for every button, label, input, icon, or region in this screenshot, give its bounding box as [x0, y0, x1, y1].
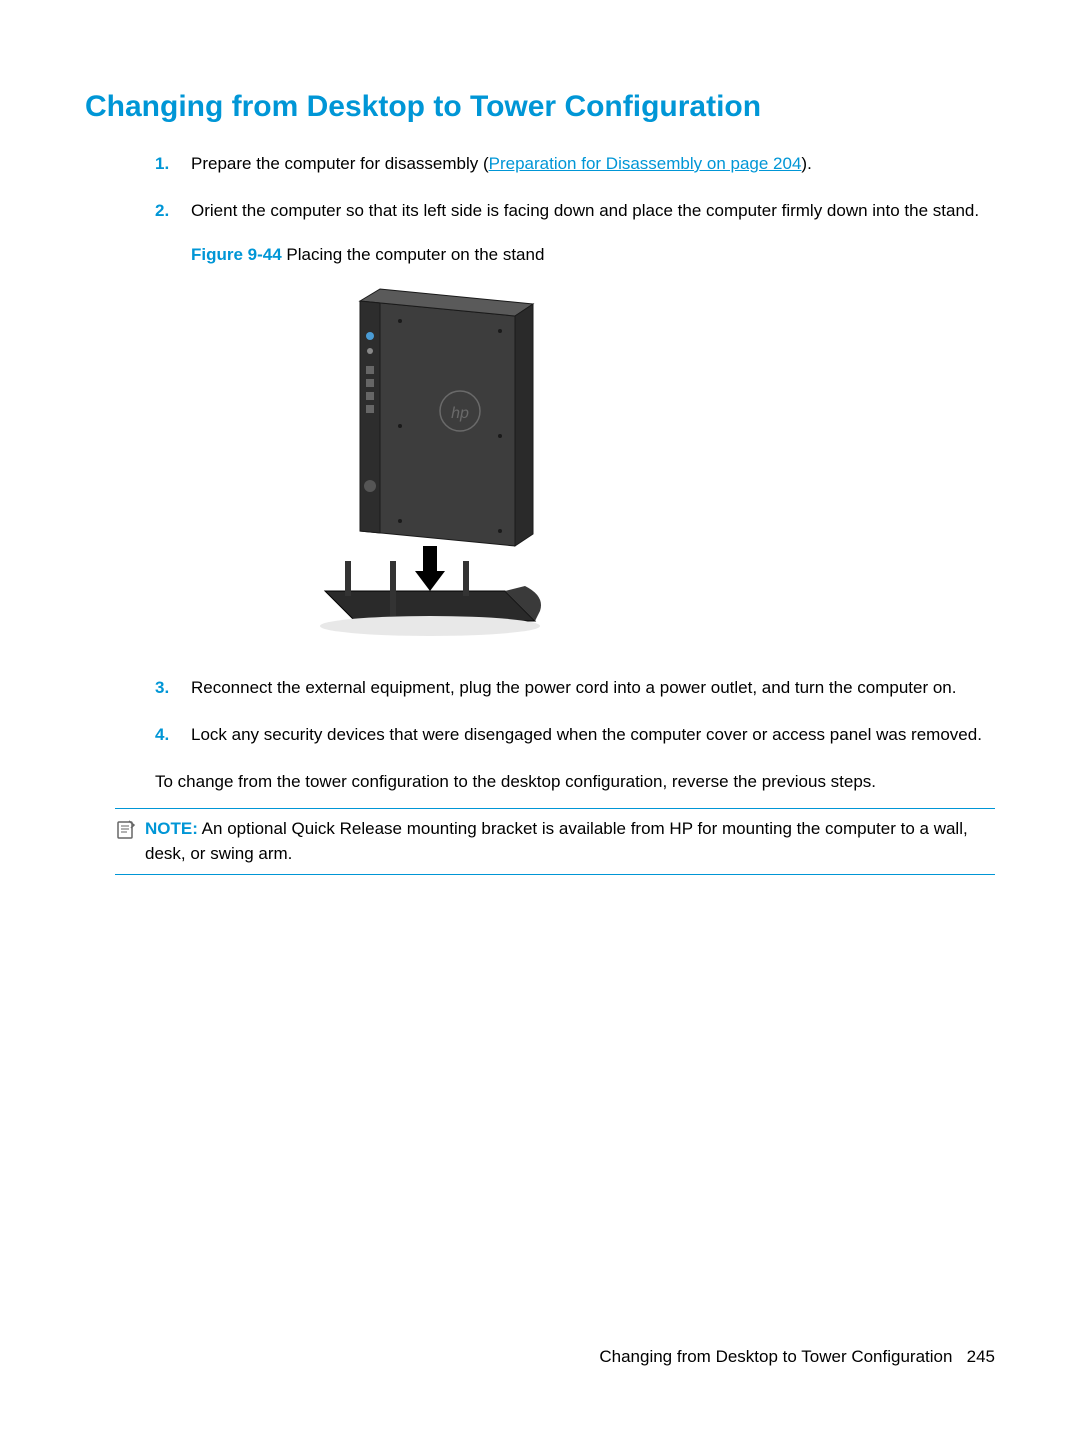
step-text: Orient the computer so that its left sid…	[191, 199, 995, 224]
step-prefix: Prepare the computer for disassembly (	[191, 154, 489, 173]
svg-text:hp: hp	[451, 405, 469, 422]
steps-list-2: 3. Reconnect the external equipment, plu…	[85, 676, 995, 747]
figure-caption: Figure 9-44 Placing the computer on the …	[191, 245, 995, 265]
steps-list: 1. Prepare the computer for disassembly …	[85, 152, 995, 223]
page-heading: Changing from Desktop to Tower Configura…	[85, 90, 995, 124]
step-text: Reconnect the external equipment, plug t…	[191, 676, 995, 701]
figure-image: hp	[305, 281, 995, 636]
step-number: 4.	[155, 723, 191, 748]
footer-page-number: 245	[967, 1347, 995, 1366]
note-icon	[115, 817, 145, 849]
step-2: 2. Orient the computer so that its left …	[155, 199, 995, 224]
note-label: NOTE:	[145, 819, 198, 838]
note-body: An optional Quick Release mounting brack…	[145, 819, 968, 863]
step-text: Prepare the computer for disassembly (Pr…	[191, 152, 995, 177]
page-footer: Changing from Desktop to Tower Configura…	[599, 1347, 995, 1367]
footer-title: Changing from Desktop to Tower Configura…	[599, 1347, 952, 1366]
step-4: 4. Lock any security devices that were d…	[155, 723, 995, 748]
step-text: Lock any security devices that were dise…	[191, 723, 995, 748]
step-3: 3. Reconnect the external equipment, plu…	[155, 676, 995, 701]
note-content: NOTE: An optional Quick Release mounting…	[145, 817, 995, 866]
disassembly-link[interactable]: Preparation for Disassembly on page 204	[489, 154, 802, 173]
body-paragraph: To change from the tower configuration t…	[155, 770, 995, 795]
note-block: NOTE: An optional Quick Release mounting…	[115, 808, 995, 875]
step-number: 1.	[155, 152, 191, 177]
figure-label: Figure 9-44	[191, 245, 282, 264]
step-suffix: ).	[801, 154, 811, 173]
figure-caption-text: Placing the computer on the stand	[282, 245, 545, 264]
step-number: 2.	[155, 199, 191, 224]
step-1: 1. Prepare the computer for disassembly …	[155, 152, 995, 177]
step-number: 3.	[155, 676, 191, 701]
computer-illustration: hp	[305, 281, 565, 636]
